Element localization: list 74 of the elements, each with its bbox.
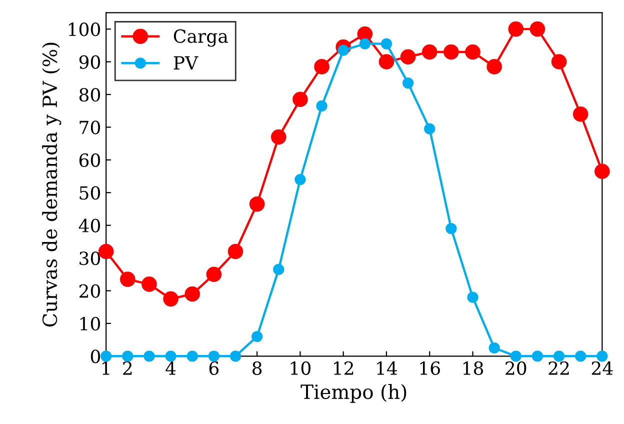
x-tick-label: 18 bbox=[463, 361, 484, 375]
point bbox=[378, 54, 394, 70]
point bbox=[380, 38, 392, 50]
point bbox=[572, 106, 588, 122]
point bbox=[551, 54, 567, 70]
x-tick-label: 1 bbox=[102, 361, 110, 375]
x-tick-label: 2 bbox=[123, 361, 132, 375]
point bbox=[424, 123, 436, 134]
y-tick-label: 60 bbox=[79, 153, 100, 168]
point bbox=[122, 350, 134, 362]
point bbox=[357, 26, 373, 42]
point bbox=[228, 244, 244, 260]
point bbox=[206, 266, 222, 282]
x-tick-label: 16 bbox=[420, 361, 440, 375]
point bbox=[465, 44, 480, 60]
point bbox=[230, 350, 242, 362]
point bbox=[314, 59, 330, 74]
x-tick-label: 4 bbox=[166, 361, 176, 375]
legend-label: PV bbox=[174, 56, 198, 70]
y-axis-title: Curvas de demanda y PV (%) bbox=[42, 42, 62, 327]
point bbox=[98, 244, 114, 260]
point bbox=[532, 350, 544, 362]
point bbox=[184, 286, 200, 302]
point bbox=[530, 21, 546, 37]
point bbox=[120, 272, 136, 287]
x-axis-title: Tiempo (h) bbox=[300, 384, 406, 403]
x-tick-label: 12 bbox=[334, 361, 354, 375]
point bbox=[208, 350, 220, 362]
y-tick-label: 100 bbox=[68, 22, 100, 36]
y-tick-label: 80 bbox=[79, 88, 100, 102]
y-tick-label: 20 bbox=[79, 284, 100, 298]
point bbox=[144, 350, 155, 362]
x-tick-label: 22 bbox=[548, 361, 569, 375]
point bbox=[467, 292, 478, 303]
point bbox=[252, 330, 263, 342]
y-tick-label: 40 bbox=[78, 218, 100, 232]
point bbox=[186, 350, 198, 362]
x-tick-label: 24 bbox=[592, 361, 613, 375]
point bbox=[100, 350, 112, 362]
point bbox=[510, 350, 522, 362]
point bbox=[294, 174, 306, 186]
point bbox=[596, 350, 608, 362]
y-tick-label: 10 bbox=[80, 316, 100, 331]
y-tick-label: 0 bbox=[90, 350, 100, 364]
point bbox=[446, 223, 457, 234]
point bbox=[575, 350, 586, 362]
point bbox=[249, 196, 265, 212]
point bbox=[444, 44, 459, 60]
x-tick-label: 14 bbox=[377, 361, 398, 375]
x-tick-label: 8 bbox=[252, 361, 262, 375]
point bbox=[273, 264, 284, 276]
point bbox=[292, 92, 308, 108]
point bbox=[402, 77, 414, 89]
y-tick-label: 70 bbox=[80, 120, 100, 134]
y-tick-label: 50 bbox=[80, 186, 100, 200]
point bbox=[422, 44, 438, 60]
point bbox=[359, 38, 370, 50]
point bbox=[488, 342, 500, 354]
point bbox=[165, 350, 176, 362]
point bbox=[316, 100, 328, 112]
point bbox=[400, 49, 416, 65]
point bbox=[163, 291, 178, 307]
point bbox=[142, 276, 157, 292]
point bbox=[270, 129, 286, 145]
point bbox=[508, 21, 524, 37]
y-tick-label: 30 bbox=[80, 251, 100, 266]
x-tick-label: 20 bbox=[506, 361, 526, 375]
x-tick-label: 10 bbox=[290, 361, 310, 375]
legend-label: Carga bbox=[174, 29, 228, 47]
point bbox=[594, 164, 610, 179]
x-tick-label: 6 bbox=[209, 361, 219, 375]
y-tick-label: 90 bbox=[79, 55, 100, 69]
point bbox=[486, 59, 502, 74]
point bbox=[553, 350, 565, 362]
